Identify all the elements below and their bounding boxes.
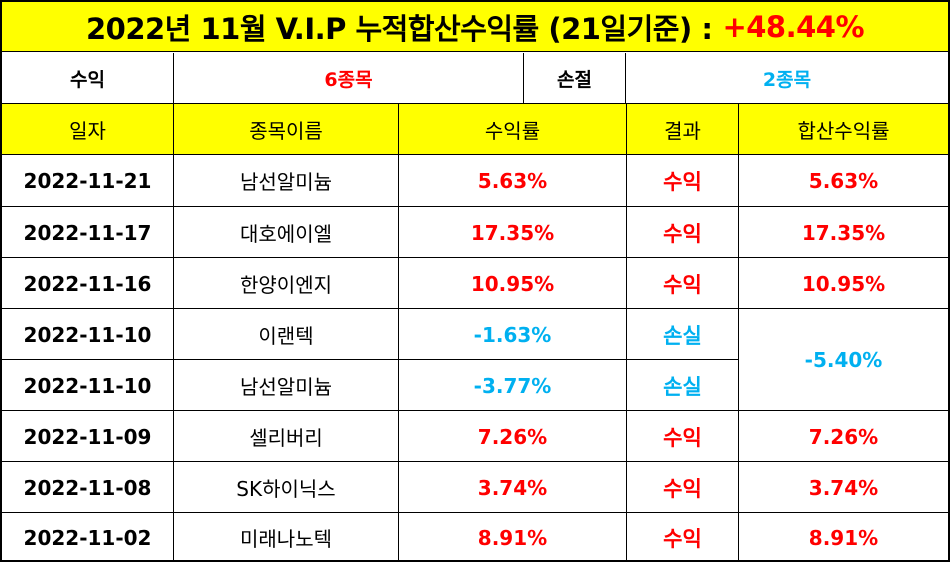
row-result: 수익 <box>663 272 702 297</box>
divider <box>2 410 948 411</box>
header-name: 종목이름 <box>249 118 323 143</box>
row-return: 5.63% <box>477 168 548 193</box>
divider <box>173 53 174 103</box>
row-cumulative: 8.91% <box>808 525 879 550</box>
table-body: 2022-11-21 남선알미늄 5.63% 수익 5.63% 2022-11-… <box>2 155 948 562</box>
row-cumulative: 3.74% <box>808 475 879 500</box>
header-cumulative: 합산수익률 <box>797 118 890 143</box>
row-date: 2022-11-21 <box>23 168 152 193</box>
row-result: 손실 <box>663 374 702 399</box>
row-stock-name: 대호에이엘 <box>240 222 332 246</box>
row-cumulative: 10.95% <box>801 271 886 296</box>
divider <box>738 155 739 562</box>
row-cumulative: 17.35% <box>801 220 886 245</box>
divider <box>626 104 627 154</box>
table-row: 2022-11-10 남선알미늄 -3.77% 손실 <box>2 360 948 411</box>
divider <box>173 104 174 154</box>
row-cumulative: 7.26% <box>808 424 879 449</box>
table-row: 2022-11-02 미래나노텍 8.91% 수익 8.91% <box>2 513 948 562</box>
row-result: 수익 <box>663 526 702 551</box>
row-stock-name: SK하이닉스 <box>236 477 336 501</box>
row-return: -3.77% <box>473 373 552 398</box>
table-row: 2022-11-09 셀리버리 7.26% 수익 7.26% <box>2 411 948 462</box>
row-stock-name: 한양이엔지 <box>240 273 332 297</box>
header-date: 일자 <box>69 118 106 143</box>
merged-cumulative-cell: -5.40% <box>739 309 948 411</box>
profit-label: 수익 <box>70 68 105 91</box>
row-result: 수익 <box>663 425 702 450</box>
row-stock-name: 셀리버리 <box>249 426 323 450</box>
divider <box>2 359 739 360</box>
title-total-return: +48.44% <box>722 9 865 44</box>
loss-label: 손절 <box>557 68 592 91</box>
row-return: 10.95% <box>470 271 555 296</box>
row-date: 2022-11-10 <box>23 373 152 398</box>
row-result: 수익 <box>663 476 702 501</box>
row-date: 2022-11-10 <box>23 322 152 347</box>
divider <box>2 512 948 513</box>
table-row: 2022-11-10 이랜텍 -1.63% 손실 <box>2 309 948 360</box>
divider <box>398 104 399 154</box>
divider <box>626 155 627 562</box>
loss-count: 2종목 <box>762 68 812 91</box>
row-date: 2022-11-09 <box>23 424 152 449</box>
row-date: 2022-11-02 <box>23 525 152 550</box>
row-date: 2022-11-17 <box>23 220 152 245</box>
row-result: 손실 <box>663 323 702 348</box>
profit-count: 6종목 <box>324 68 373 91</box>
divider <box>398 155 399 562</box>
row-result: 수익 <box>663 169 702 194</box>
table-row: 2022-11-08 SK하이닉스 3.74% 수익 3.74% <box>2 462 948 513</box>
divider <box>738 104 739 154</box>
row-date: 2022-11-08 <box>23 475 152 500</box>
summary-row: 수익 6종목 손절 2종목 <box>2 53 948 104</box>
divider <box>2 257 948 258</box>
row-stock-name: 미래나노텍 <box>240 527 332 551</box>
row-return: 17.35% <box>470 220 555 245</box>
table-title: 2022년 11월 V.I.P 누적합산수익률 (21일기준) : +48.44… <box>2 2 948 52</box>
row-stock-name: 남선알미늄 <box>240 375 332 399</box>
divider <box>2 461 948 462</box>
row-date: 2022-11-16 <box>23 271 152 296</box>
row-return: 7.26% <box>477 424 548 449</box>
divider <box>523 53 524 103</box>
title-text: 2022년 11월 V.I.P 누적합산수익률 (21일기준) : <box>85 11 713 46</box>
row-cumulative: 5.63% <box>808 168 879 193</box>
table-row: 2022-11-21 남선알미늄 5.63% 수익 5.63% <box>2 155 948 206</box>
table-row: 2022-11-17 대호에이엘 17.35% 수익 17.35% <box>2 207 948 258</box>
row-stock-name: 이랜텍 <box>258 324 314 348</box>
divider <box>2 308 948 309</box>
row-result: 수익 <box>663 221 702 246</box>
header-result: 결과 <box>664 118 701 143</box>
divider <box>625 53 626 103</box>
row-return: -1.63% <box>473 322 552 347</box>
row-return: 8.91% <box>477 525 548 550</box>
header-return: 수익률 <box>484 118 541 143</box>
table-row: 2022-11-16 한양이엔지 10.95% 수익 10.95% <box>2 258 948 309</box>
column-headers: 일자 종목이름 수익률 결과 합산수익률 <box>2 104 948 155</box>
row-stock-name: 남선알미늄 <box>240 170 332 194</box>
divider <box>173 155 174 562</box>
divider <box>2 206 948 207</box>
row-return: 3.74% <box>477 475 548 500</box>
